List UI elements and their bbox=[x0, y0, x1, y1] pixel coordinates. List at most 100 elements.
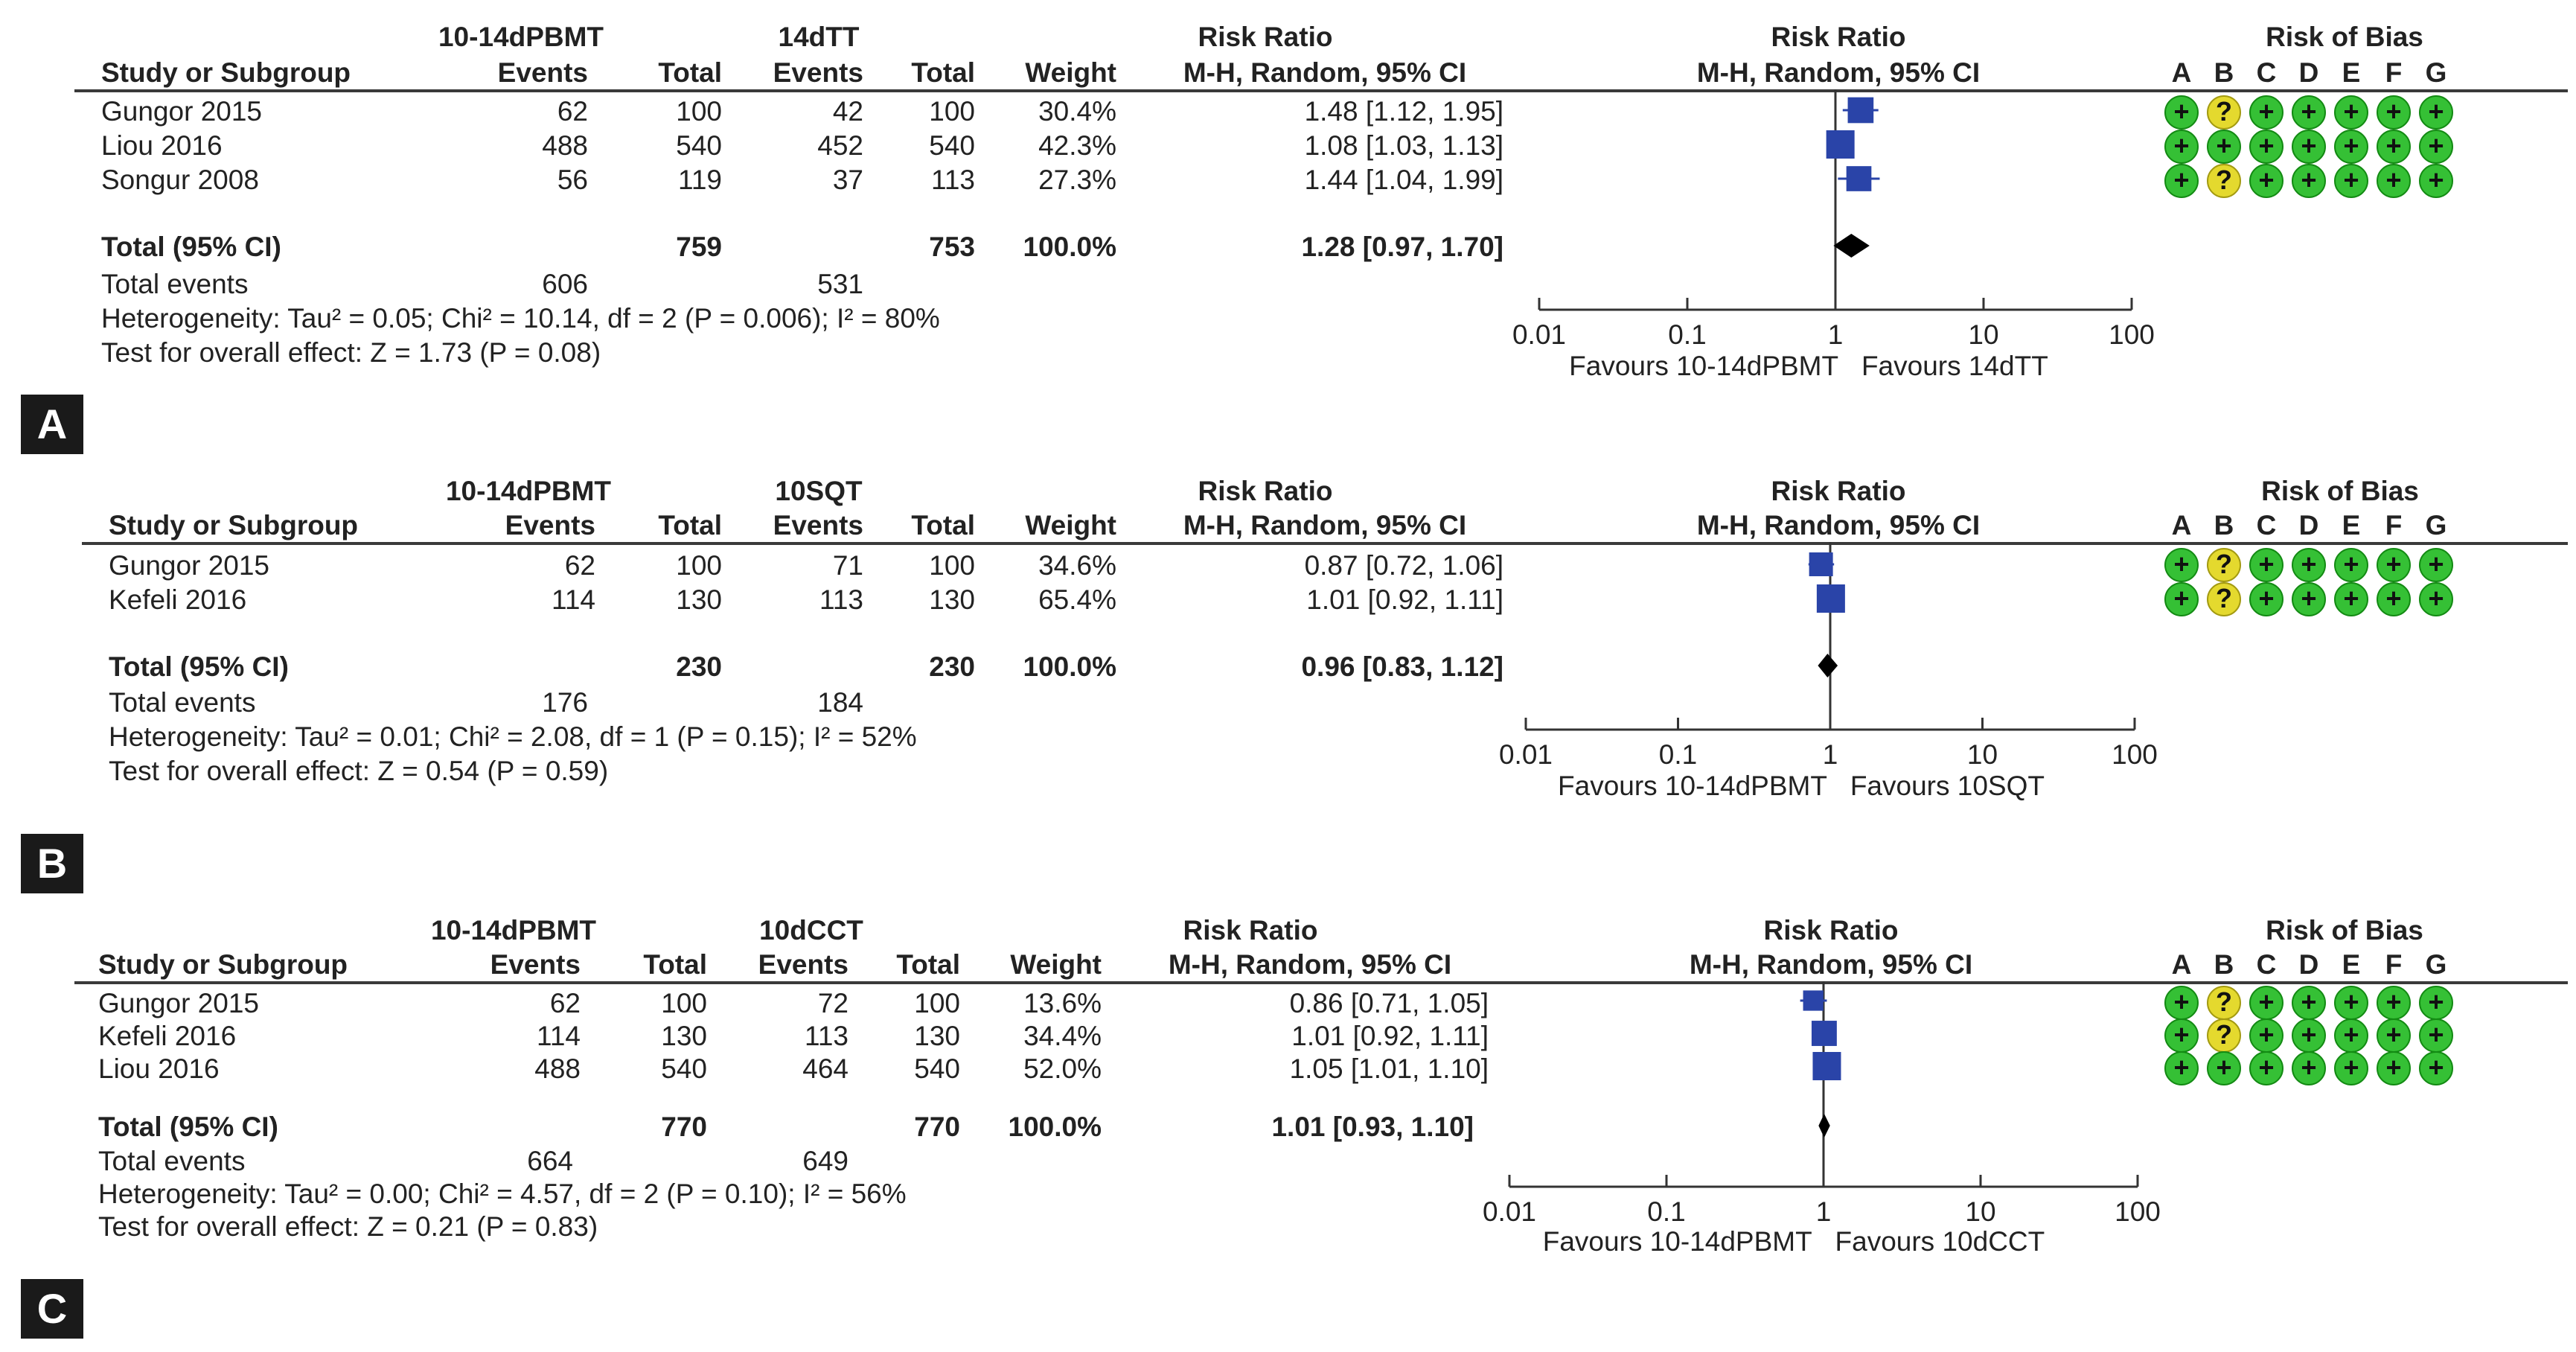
rob-low-risk-icon: + bbox=[2419, 95, 2453, 130]
events2-cell: 72 bbox=[817, 988, 848, 1018]
total1-cell: 130 bbox=[661, 1021, 707, 1051]
overall-effect-text: Test for overall effect: Z = 0.54 (P = 0… bbox=[109, 756, 609, 786]
header-divider bbox=[74, 89, 2568, 92]
total-events-label: Total events bbox=[101, 269, 249, 299]
rob-low-risk-icon: + bbox=[2207, 1051, 2241, 1085]
rob-unclear-risk-icon: ? bbox=[2207, 1018, 2241, 1053]
study-name: Gungor 2015 bbox=[109, 550, 270, 581]
total1-header: Total bbox=[643, 949, 707, 980]
x-tick-label: 100 bbox=[2112, 739, 2158, 770]
rob-domain-label: E bbox=[2342, 57, 2361, 88]
total-events2: 184 bbox=[817, 687, 863, 718]
events2-cell: 113 bbox=[805, 1021, 848, 1051]
rob-low-risk-icon: + bbox=[2377, 164, 2411, 198]
rob-low-risk-icon: + bbox=[2334, 164, 2368, 198]
rr-plot-method-header: M-H, Random, 95% CI bbox=[1696, 57, 1981, 88]
rob-low-risk-icon: + bbox=[2292, 95, 2326, 130]
weight-cell: 52.0% bbox=[1023, 1053, 1102, 1084]
forest-plot: 0.01 0.1 1 10 100 bbox=[1512, 89, 2155, 350]
rob-low-risk-icon: + bbox=[2249, 548, 2283, 582]
rob-domain-label: A bbox=[2171, 510, 2192, 541]
rob-low-risk-icon: + bbox=[2249, 130, 2283, 164]
events1-cell: 488 bbox=[534, 1053, 581, 1084]
rob-low-risk-icon: + bbox=[2249, 95, 2283, 130]
rob-low-risk-icon: + bbox=[2249, 986, 2283, 1020]
rob-low-risk-icon: + bbox=[2292, 548, 2326, 582]
rr-method-header: M-H, Random, 95% CI bbox=[1168, 949, 1452, 980]
events1-header: Events bbox=[497, 57, 588, 88]
rob-low-risk-icon: + bbox=[2164, 582, 2199, 616]
rob-low-risk-icon: + bbox=[2334, 986, 2368, 1020]
rob-low-risk-icon: + bbox=[2419, 582, 2453, 616]
total-ci-label: Total (95% CI) bbox=[98, 1112, 278, 1142]
total-weight: 100.0% bbox=[1008, 1112, 1102, 1142]
events2-cell: 71 bbox=[832, 550, 863, 581]
total-rr-ci: 0.96 [0.83, 1.12] bbox=[1301, 651, 1503, 682]
study-col-header: Study or Subgroup bbox=[109, 510, 359, 541]
rob-low-risk-icon: + bbox=[2334, 130, 2368, 164]
rob-low-risk-icon: + bbox=[2377, 1018, 2411, 1053]
group1-header: 10-14dPBMT bbox=[438, 22, 604, 52]
x-tick-label: 0.1 bbox=[1647, 1196, 1685, 1227]
total1-header: Total bbox=[658, 57, 722, 88]
rob-low-risk-icon: + bbox=[2207, 130, 2241, 164]
rob-domain-label: B bbox=[2214, 949, 2234, 980]
rr-ci-cell: 1.48 [1.12, 1.95] bbox=[1304, 96, 1503, 127]
rob-domain-label: F bbox=[2385, 510, 2403, 541]
rob-header: Risk of Bias bbox=[2261, 476, 2419, 506]
rr-ci-cell: 1.05 [1.01, 1.10] bbox=[1289, 1053, 1489, 1084]
events2-cell: 452 bbox=[817, 130, 863, 161]
forest-plot: 0.01 0.1 1 10 100 bbox=[1499, 542, 2158, 770]
study-box bbox=[1811, 1021, 1837, 1046]
x-tick-label: 0.01 bbox=[1512, 319, 1566, 350]
rob-domain-label: A bbox=[2171, 57, 2192, 88]
rr-header: Risk Ratio bbox=[1198, 22, 1333, 52]
weight-cell: 13.6% bbox=[1023, 988, 1102, 1018]
study-box bbox=[1812, 1052, 1841, 1080]
forest-panel-c: 10-14dPBMT 10dCCT Risk Ratio Risk Ratio … bbox=[0, 892, 2576, 1352]
rob-domain-label: D bbox=[2298, 510, 2319, 541]
rob-low-risk-icon: + bbox=[2249, 1018, 2283, 1053]
events1-header: Events bbox=[490, 949, 581, 980]
rob-low-risk-icon: + bbox=[2419, 1051, 2453, 1085]
favours-right: Favours 10SQT bbox=[1850, 771, 2045, 801]
header-divider bbox=[82, 542, 2568, 545]
events1-cell: 62 bbox=[564, 550, 595, 581]
rr-ci-cell: 1.08 [1.03, 1.13] bbox=[1304, 130, 1503, 161]
total-ci-label: Total (95% CI) bbox=[101, 232, 281, 262]
total2-cell: 100 bbox=[929, 550, 975, 581]
rr-method-header: M-H, Random, 95% CI bbox=[1183, 57, 1467, 88]
weight-cell: 34.6% bbox=[1038, 550, 1116, 581]
rob-low-risk-icon: + bbox=[2334, 1018, 2368, 1053]
pooled-diamond bbox=[1818, 1114, 1830, 1138]
events2-header: Events bbox=[758, 949, 848, 980]
study-name: Songur 2008 bbox=[101, 165, 259, 195]
study-name: Gungor 2015 bbox=[98, 988, 260, 1018]
events2-cell: 464 bbox=[802, 1053, 848, 1084]
total2-header: Total bbox=[896, 949, 960, 980]
favours-caption: Favours 10-14dPBMT Favours 10dCCT bbox=[1466, 1225, 2121, 1258]
study-box bbox=[1816, 584, 1845, 613]
total2-sum: 753 bbox=[929, 232, 975, 262]
rob-unclear-risk-icon: ? bbox=[2207, 986, 2241, 1020]
favours-right: Favours 14dTT bbox=[1861, 351, 2048, 381]
group2-header: 14dTT bbox=[778, 22, 860, 52]
forest-panel-b: 10-14dPBMT 10SQT Risk Ratio Risk Ratio R… bbox=[0, 453, 2576, 907]
study-box bbox=[1826, 130, 1855, 159]
rr-plot-header: Risk Ratio bbox=[1763, 915, 1899, 946]
x-tick-label: 10 bbox=[1965, 1196, 1995, 1227]
events1-header: Events bbox=[505, 510, 595, 541]
rob-domain-label: G bbox=[2425, 57, 2447, 88]
rob-low-risk-icon: + bbox=[2164, 548, 2199, 582]
rob-low-risk-icon: + bbox=[2334, 582, 2368, 616]
rob-low-risk-icon: + bbox=[2292, 582, 2326, 616]
rob-domain-label: B bbox=[2214, 510, 2234, 541]
rob-unclear-risk-icon: ? bbox=[2207, 582, 2241, 616]
heterogeneity-text: Heterogeneity: Tau² = 0.01; Chi² = 2.08,… bbox=[109, 721, 917, 752]
favours-caption: Favours 10-14dPBMT Favours 10SQT bbox=[1474, 770, 2129, 803]
rob-low-risk-icon: + bbox=[2292, 130, 2326, 164]
events1-cell: 62 bbox=[549, 988, 581, 1018]
group1-header: 10-14dPBMT bbox=[445, 476, 612, 506]
weight-cell: 27.3% bbox=[1038, 165, 1116, 195]
x-tick-label: 0.1 bbox=[1668, 319, 1706, 350]
